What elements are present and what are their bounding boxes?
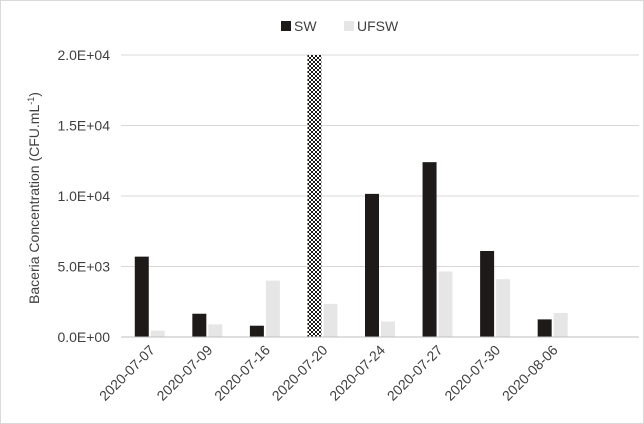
x-tick-label-2020-07-20: 2020-07-20 bbox=[269, 342, 331, 404]
legend-label-sw: SW bbox=[294, 18, 317, 34]
bar-sw-2020-07-24 bbox=[365, 193, 379, 337]
y-tick-label: 5.0E+03 bbox=[57, 259, 110, 275]
bar-ufsw-2020-07-20 bbox=[323, 303, 338, 337]
bar-ufsw-2020-07-09 bbox=[208, 324, 223, 337]
x-tick-label-2020-07-16: 2020-07-16 bbox=[211, 342, 273, 404]
bar-ufsw-2020-07-30 bbox=[496, 279, 511, 337]
bar-ufsw-2020-07-27 bbox=[438, 271, 453, 337]
y-axis-label-superscript: -1 bbox=[26, 97, 36, 105]
bar-sw-2020-07-09 bbox=[192, 313, 207, 337]
bar-ufsw-2020-07-16 bbox=[265, 280, 280, 337]
bars bbox=[134, 55, 568, 337]
legend: SW UFSW bbox=[281, 18, 399, 34]
y-axis-label: Baceria Concentration (CFU.mL-1) bbox=[26, 92, 42, 304]
bar-ufsw-2020-07-07 bbox=[150, 330, 165, 337]
x-tick-label-2020-07-27: 2020-07-27 bbox=[384, 342, 446, 404]
bar-sw-2020-08-06 bbox=[537, 319, 552, 337]
bar-sw-2020-07-30 bbox=[480, 250, 495, 337]
y-axis-label-main: Baceria Concentration (CFU.mL bbox=[26, 105, 42, 304]
x-tick-label-2020-07-24: 2020-07-24 bbox=[326, 342, 388, 404]
y-tick-label: 1.5E+04 bbox=[57, 118, 110, 134]
bar-sw-2020-07-27 bbox=[422, 162, 437, 337]
x-tick-label-2020-07-09: 2020-07-09 bbox=[153, 342, 215, 404]
y-axis-ticks: 0.0E+00 5.0E+03 1.0E+04 1.5E+04 2.0E+04 bbox=[57, 47, 110, 345]
bar-ufsw-2020-08-06 bbox=[553, 313, 568, 337]
y-tick-label: 2.0E+04 bbox=[57, 47, 110, 63]
y-tick-label: 0.0E+00 bbox=[57, 329, 110, 345]
y-tick-label: 1.0E+04 bbox=[57, 188, 110, 204]
legend-swatch-sw bbox=[281, 21, 291, 31]
bar-ufsw-2020-07-24 bbox=[381, 321, 395, 337]
x-tick-label-2020-07-30: 2020-07-30 bbox=[441, 342, 503, 404]
x-tick-label-2020-08-06: 2020-08-06 bbox=[499, 342, 561, 404]
legend-label-ufsw: UFSW bbox=[357, 18, 399, 34]
bar-sw-2020-07-07 bbox=[134, 256, 149, 337]
legend-swatch-ufsw bbox=[344, 21, 354, 31]
bar-sw-2020-07-20 bbox=[307, 55, 322, 337]
gridlines bbox=[121, 54, 639, 338]
x-tick-label-2020-07-07: 2020-07-07 bbox=[96, 342, 158, 404]
bar-sw-2020-07-16 bbox=[249, 325, 264, 337]
x-axis-ticks: 2020-07-072020-07-092020-07-162020-07-20… bbox=[96, 342, 561, 404]
y-axis-label-close: ) bbox=[26, 92, 42, 97]
